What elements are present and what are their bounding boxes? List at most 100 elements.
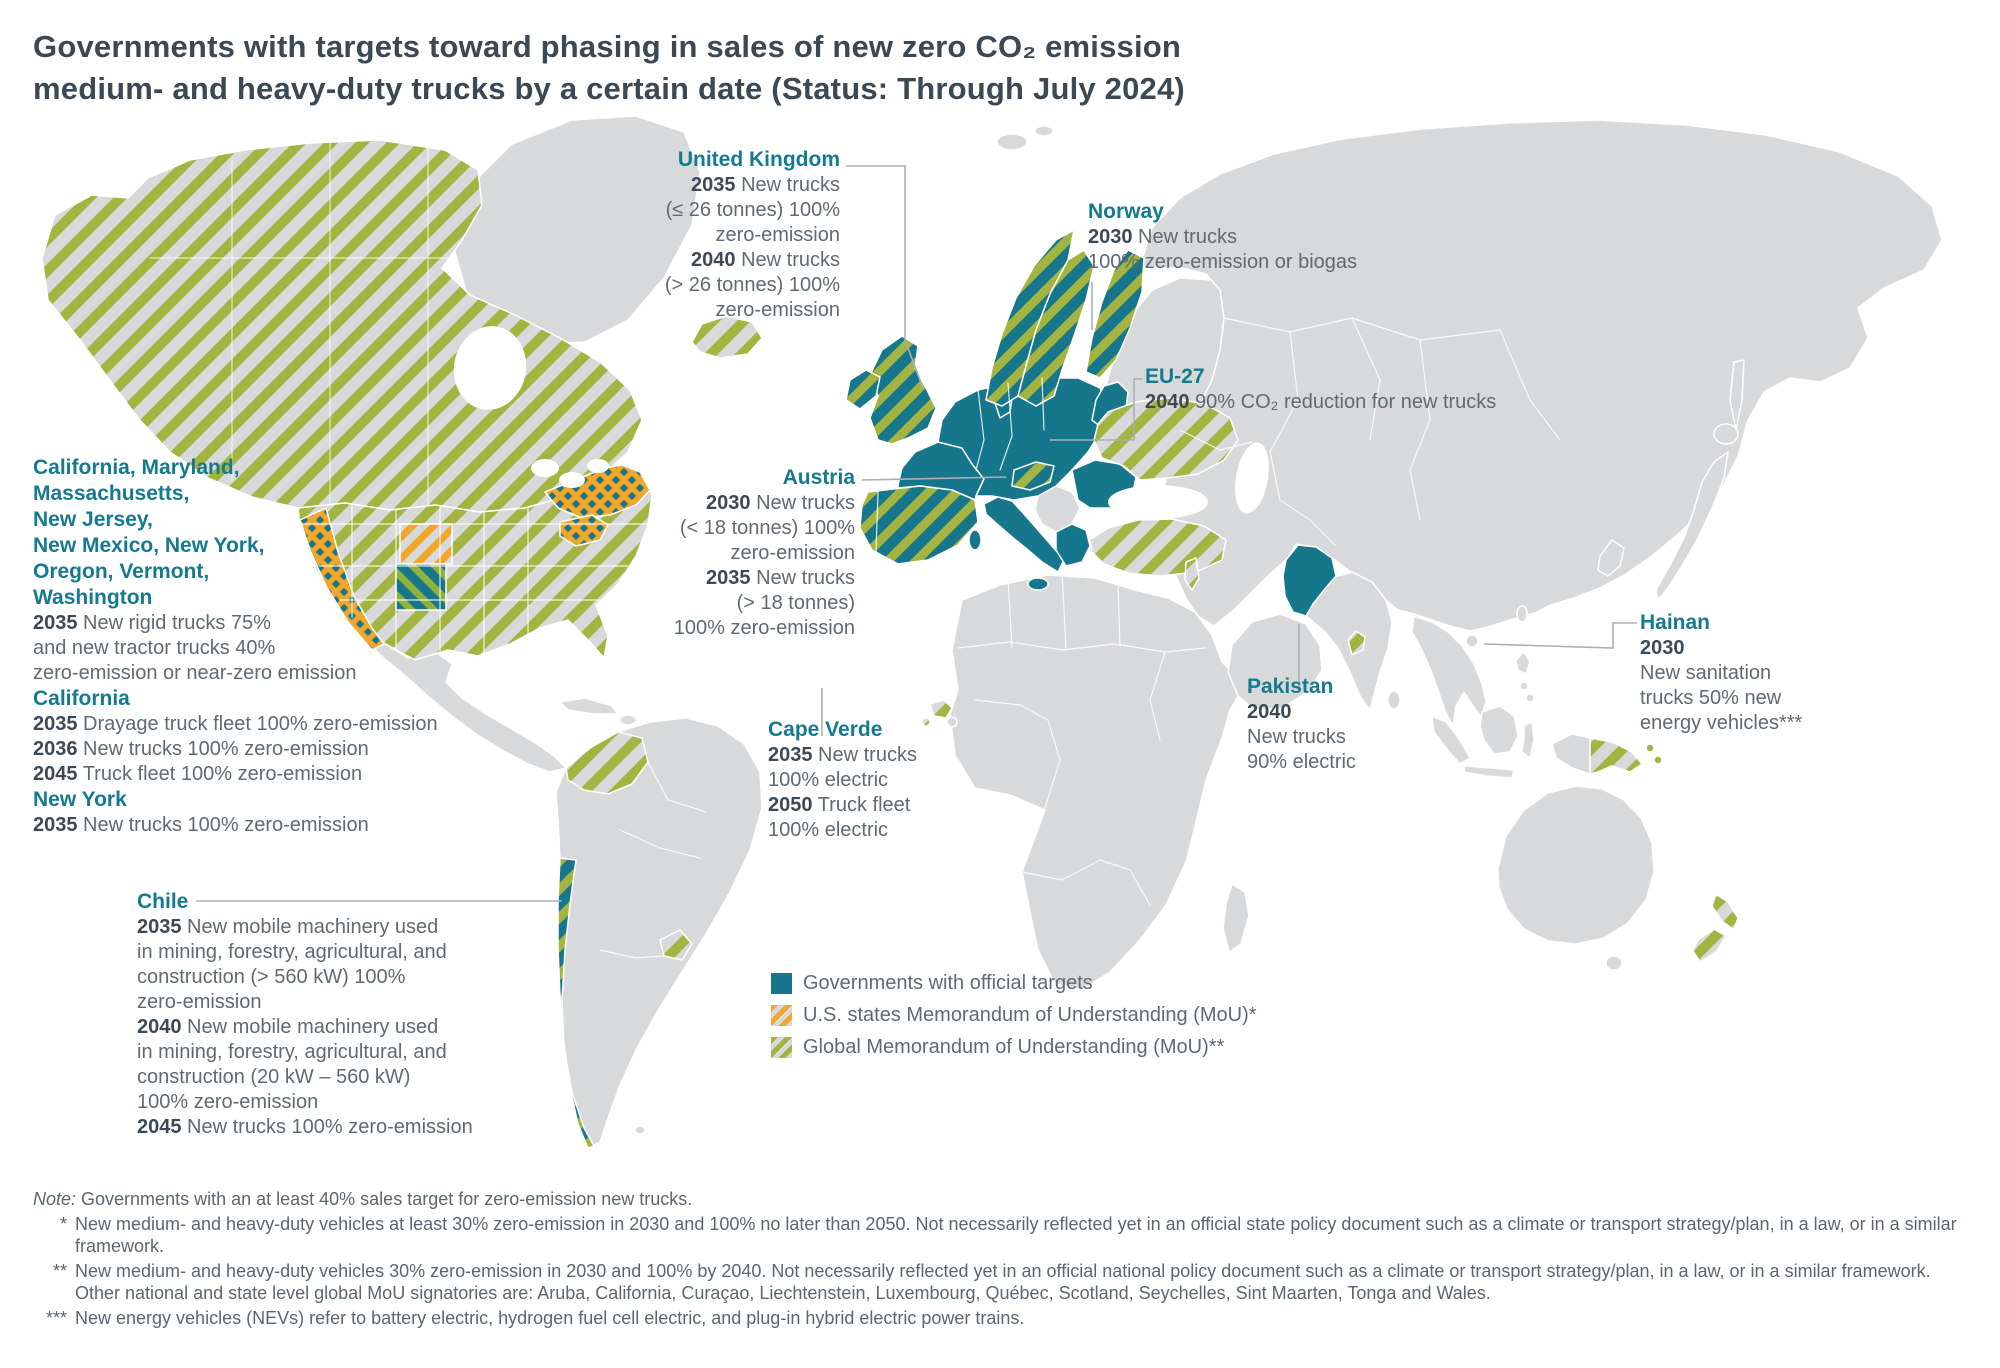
footnote-marker: **	[52, 1260, 67, 1281]
map-telangana	[1347, 630, 1366, 656]
target-line: 2030 New trucks	[706, 492, 855, 514]
region-sublabel: New York	[33, 788, 127, 811]
region-label: Norway	[1088, 200, 1164, 223]
region-label: Chile	[137, 890, 189, 913]
target-line: 2040 New mobile machinery used	[137, 1016, 439, 1038]
leader-line-eu27	[1050, 378, 1143, 441]
annotation-norway: Norway 2030 New trucks 100% zero-emission …	[1088, 198, 1357, 275]
map-colorado	[399, 523, 453, 565]
map-ukraine	[1093, 397, 1239, 481]
map-greece	[1055, 523, 1091, 567]
target-line: 2035 Drayage truck fleet 100% zero-emiss…	[33, 713, 438, 735]
leader-lines	[196, 165, 1637, 902]
footnote-text: New energy vehicles (NEVs) refer to batt…	[75, 1307, 1025, 1328]
canada-province-borders	[149, 142, 481, 509]
legend-label: U.S. states Memorandum of Understanding …	[803, 1004, 1257, 1026]
map-colombia	[565, 731, 649, 795]
region-label: United Kingdom	[677, 148, 840, 171]
annotation-hainan: Hainan 2030 New sanitation trucks 50% new en…	[1640, 609, 1802, 736]
target-line: 100% zero-emission	[673, 617, 855, 639]
region-label: Austria	[782, 466, 855, 489]
map-chile	[557, 857, 595, 1149]
base-landmasses	[309, 115, 1943, 1149]
note-label: Note:	[33, 1189, 77, 1209]
black-sea	[1108, 485, 1208, 519]
title-line-2: medium- and heavy-duty trucks by a certa…	[33, 71, 1185, 106]
water-bodies	[453, 326, 1269, 519]
target-line: (> 18 tonnes)	[736, 592, 855, 614]
footnote-double-star: ** New medium- and heavy-duty vehicles 3…	[33, 1260, 1961, 1305]
target-line: (≤ 26 tonnes) 100%	[665, 199, 840, 221]
target-line: zero-emission	[715, 299, 840, 321]
region-sublabel: New Jersey,	[33, 508, 153, 531]
legend-label: Governments with official targets	[803, 972, 1093, 994]
map-papua-new-guinea	[1589, 737, 1643, 775]
map-canada	[41, 139, 643, 513]
map-sumatra	[1431, 715, 1471, 765]
target-line: 2045 New trucks 100% zero-emission	[137, 1116, 473, 1138]
legend-label: Global Memorandum of Understanding (MoU)…	[803, 1036, 1225, 1058]
target-line: 90% electric	[1247, 751, 1356, 773]
legend: Governments with official targets U.S. s…	[771, 972, 1257, 1068]
annotation-pakistan: Pakistan 2040 New trucks 90% electric	[1247, 673, 1356, 775]
target-line: zero-emission or near-zero emission	[33, 662, 357, 684]
map-iceland	[691, 315, 763, 359]
map-sulawesi	[1521, 721, 1535, 759]
footnote-marker: *	[59, 1213, 67, 1234]
target-line: in mining, forestry, agricultural, and	[137, 1041, 447, 1063]
official-targets-swatch	[771, 973, 792, 994]
footnote-text: New medium- and heavy-duty vehicles at l…	[75, 1213, 1957, 1257]
map-sweden	[1017, 249, 1095, 407]
map-madagascar	[1222, 883, 1250, 953]
map-korea	[1597, 539, 1625, 577]
target-line: 100% zero-emission or biogas	[1088, 251, 1358, 273]
footnote-text: New medium- and heavy-duty vehicles 30% …	[75, 1260, 1931, 1304]
map-cuba	[559, 697, 619, 715]
map-israel	[1184, 557, 1200, 591]
target-line: 2035 New trucks	[768, 744, 917, 766]
map-united-kingdom	[869, 335, 937, 445]
target-line: 100% electric	[768, 769, 889, 791]
target-line: 2035 New rigid trucks 75%	[33, 612, 271, 634]
target-line: 2040 New trucks	[691, 249, 840, 271]
annotation-cape-verde: Cape Verde 2035 New trucks 100% electric 20…	[768, 716, 917, 843]
target-line: and new tractor trucks 40%	[33, 637, 276, 659]
map-southeast-asia	[1411, 615, 1487, 727]
target-line: 2035 New mobile machinery used	[137, 916, 439, 938]
region-label: Cape Verde	[768, 718, 883, 741]
us-state-borders	[299, 504, 649, 660]
target-line: 2030 New trucks	[1088, 226, 1237, 248]
target-line: 2040 90% CO₂ reduction for new trucks	[1145, 391, 1497, 413]
note-text: Governments with an at least 40% sales t…	[76, 1189, 693, 1209]
legend-item-official-targets: Governments with official targets	[771, 972, 1257, 995]
leader-line-austria	[861, 476, 1007, 481]
map-cape-verde-island	[946, 716, 958, 728]
map-new-zealand-south	[1692, 928, 1727, 963]
map-japan	[1655, 451, 1729, 601]
map-philippines	[1515, 651, 1531, 675]
map-tasmania	[1605, 955, 1623, 971]
map-java	[1463, 765, 1515, 779]
target-line: 2040	[1247, 701, 1292, 723]
target-line: 2035 New trucks	[691, 174, 840, 196]
map-finland	[1085, 249, 1145, 379]
map-africa	[949, 574, 1246, 991]
region-label: EU-27	[1145, 365, 1205, 388]
annotation-united-kingdom: United Kingdom 2035 New trucks (≤ 26 tonne…	[560, 146, 840, 323]
map-us-west-coast-states	[299, 507, 385, 651]
country-borders	[599, 317, 1561, 959]
annotation-austria: Austria 2030 New trucks (< 18 tonnes) 100%…	[575, 464, 855, 641]
map-cape-verde	[929, 699, 953, 719]
target-line: 2036 New trucks 100% zero-emission	[33, 738, 369, 760]
region-sublabel: Massachusetts,	[33, 482, 190, 505]
target-line: 2035 New trucks 100% zero-emission	[33, 814, 369, 836]
leader-line-uk	[846, 165, 924, 389]
target-line: construction (20 kW – 560 kW)	[137, 1066, 411, 1088]
target-line: energy vehicles***	[1640, 712, 1803, 734]
region-label: Pakistan	[1247, 675, 1334, 698]
map-austria-overlay	[1011, 461, 1055, 491]
note-line: Note: Governments with an at least 40% s…	[33, 1188, 1961, 1211]
target-line: (> 26 tonnes) 100%	[664, 274, 840, 296]
